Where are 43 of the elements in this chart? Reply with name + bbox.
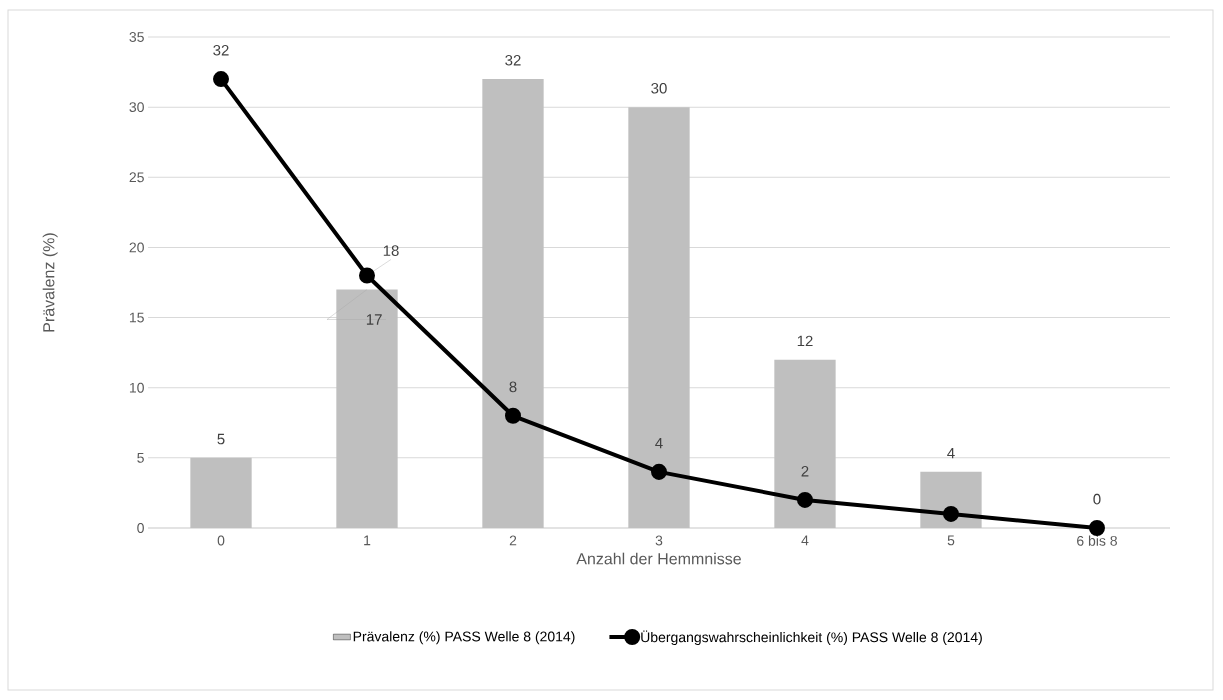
bar bbox=[336, 289, 398, 528]
y-axis-title: Prävalenz (%) bbox=[42, 233, 58, 332]
data-label: 4 bbox=[947, 448, 955, 459]
data-label: 32 bbox=[505, 54, 521, 66]
point bbox=[796, 491, 813, 508]
legend-label: Übergangswahrscheinlichkeit (%) PASS Welle 8 (2014) bbox=[641, 630, 982, 645]
y-tick-label: 5 bbox=[137, 452, 144, 463]
data-label: 18 bbox=[383, 245, 399, 256]
data-label: 12 bbox=[797, 335, 813, 347]
point bbox=[213, 71, 229, 88]
y-tick-label: 30 bbox=[129, 102, 144, 113]
point bbox=[942, 505, 959, 522]
bar bbox=[628, 107, 690, 528]
data-label: 17 bbox=[366, 314, 382, 325]
data-label: 2 bbox=[801, 465, 809, 477]
x-tick-label: 5 bbox=[947, 535, 955, 546]
x-tick-label: 2 bbox=[509, 535, 517, 546]
point bbox=[359, 267, 375, 284]
x-tick-label: 3 bbox=[655, 535, 663, 546]
y-tick-label: 25 bbox=[129, 172, 144, 183]
y-tick-label: 35 bbox=[129, 32, 144, 42]
bar bbox=[482, 79, 544, 528]
y-tick-label: 20 bbox=[129, 242, 144, 253]
data-label: 32 bbox=[213, 44, 229, 56]
data-label: 4 bbox=[655, 438, 663, 449]
y-tick-label: 15 bbox=[129, 312, 144, 323]
data-label: 8 bbox=[509, 381, 517, 393]
x-tick-label: 6 bis 8 bbox=[1077, 535, 1117, 546]
bar bbox=[190, 457, 252, 528]
point bbox=[650, 463, 667, 480]
data-label: 30 bbox=[651, 82, 667, 94]
data-label: 5 bbox=[217, 433, 225, 445]
data-label: 0 bbox=[1093, 493, 1101, 505]
y-tick-label: 10 bbox=[129, 382, 144, 393]
bar bbox=[774, 359, 836, 528]
point bbox=[505, 407, 521, 424]
legend-label: Prävalenz (%) PASS Welle 8 (2014) bbox=[353, 631, 575, 645]
y-tick-label: 0 bbox=[137, 523, 144, 533]
x-axis-title: Anzahl der Hemmnisse bbox=[576, 552, 741, 565]
x-tick-label: 4 bbox=[801, 535, 809, 546]
point bbox=[1088, 519, 1105, 536]
x-tick-label: 0 bbox=[217, 535, 225, 546]
x-tick-label: 1 bbox=[364, 535, 371, 546]
